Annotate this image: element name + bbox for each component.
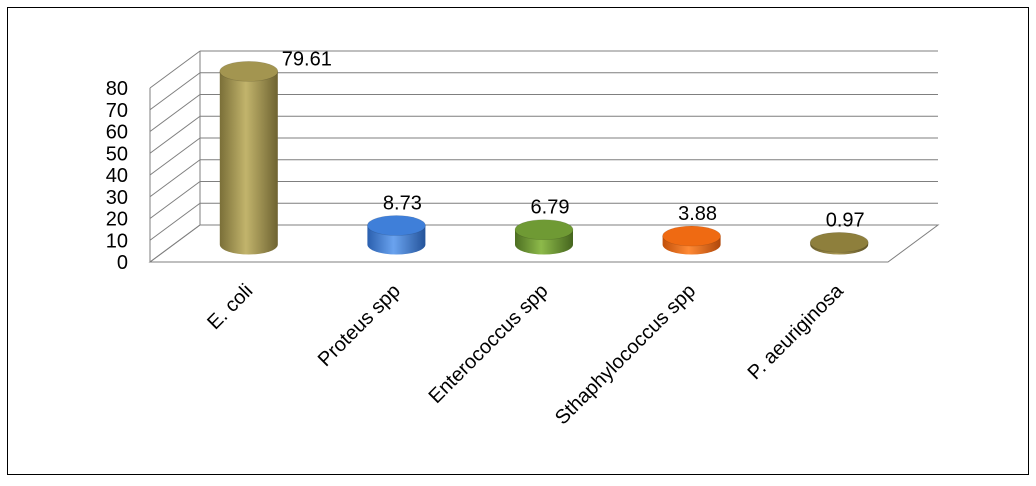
side-gridline <box>149 50 201 89</box>
bar <box>367 215 426 255</box>
bar <box>809 232 869 255</box>
x-tick-label: E. coli <box>203 280 257 334</box>
y-tick-label: 40 <box>106 165 128 187</box>
y-tick-label: 30 <box>106 187 128 209</box>
data-label: 79.61 <box>282 48 332 70</box>
chart-border <box>7 7 1029 475</box>
grid-layer <box>148 50 940 263</box>
side-gridline <box>149 137 201 176</box>
data-label: 3.88 <box>678 203 717 225</box>
y-tick-label: 60 <box>106 122 128 144</box>
x-tick-label: Enterococcus spp <box>425 280 553 408</box>
side-gridline <box>149 224 201 263</box>
x-tick-label: Proteus spp <box>314 280 405 371</box>
y-tick-label: 80 <box>106 78 128 100</box>
bar <box>662 225 721 255</box>
bar <box>219 61 279 255</box>
bar-top <box>219 61 279 82</box>
bars-layer <box>219 61 869 255</box>
x-tick-label: P. aeuriginosa <box>744 279 849 384</box>
side-gridline <box>149 159 201 198</box>
bar-top <box>514 219 574 241</box>
y-tick-label: 0 <box>117 252 128 274</box>
y-tick-label: 70 <box>106 100 128 122</box>
side-gridline <box>149 94 201 132</box>
data-label: 8.73 <box>383 193 422 215</box>
y-tick-label: 10 <box>106 230 128 252</box>
bar <box>514 219 574 255</box>
bar-top <box>809 232 869 253</box>
y-tick-label: 20 <box>106 209 128 231</box>
bar-top <box>367 215 426 236</box>
bar-top <box>662 225 721 247</box>
side-gridline <box>149 72 201 111</box>
side-gridline <box>149 202 201 241</box>
x-tick-label: Sthaphylococcus spp <box>551 280 700 429</box>
side-gridline <box>149 115 201 154</box>
data-label: 0.97 <box>826 209 865 231</box>
bar-body <box>219 71 278 255</box>
y-tick-label: 50 <box>106 143 128 165</box>
data-label: 6.79 <box>531 197 570 219</box>
side-gridline <box>149 181 201 219</box>
